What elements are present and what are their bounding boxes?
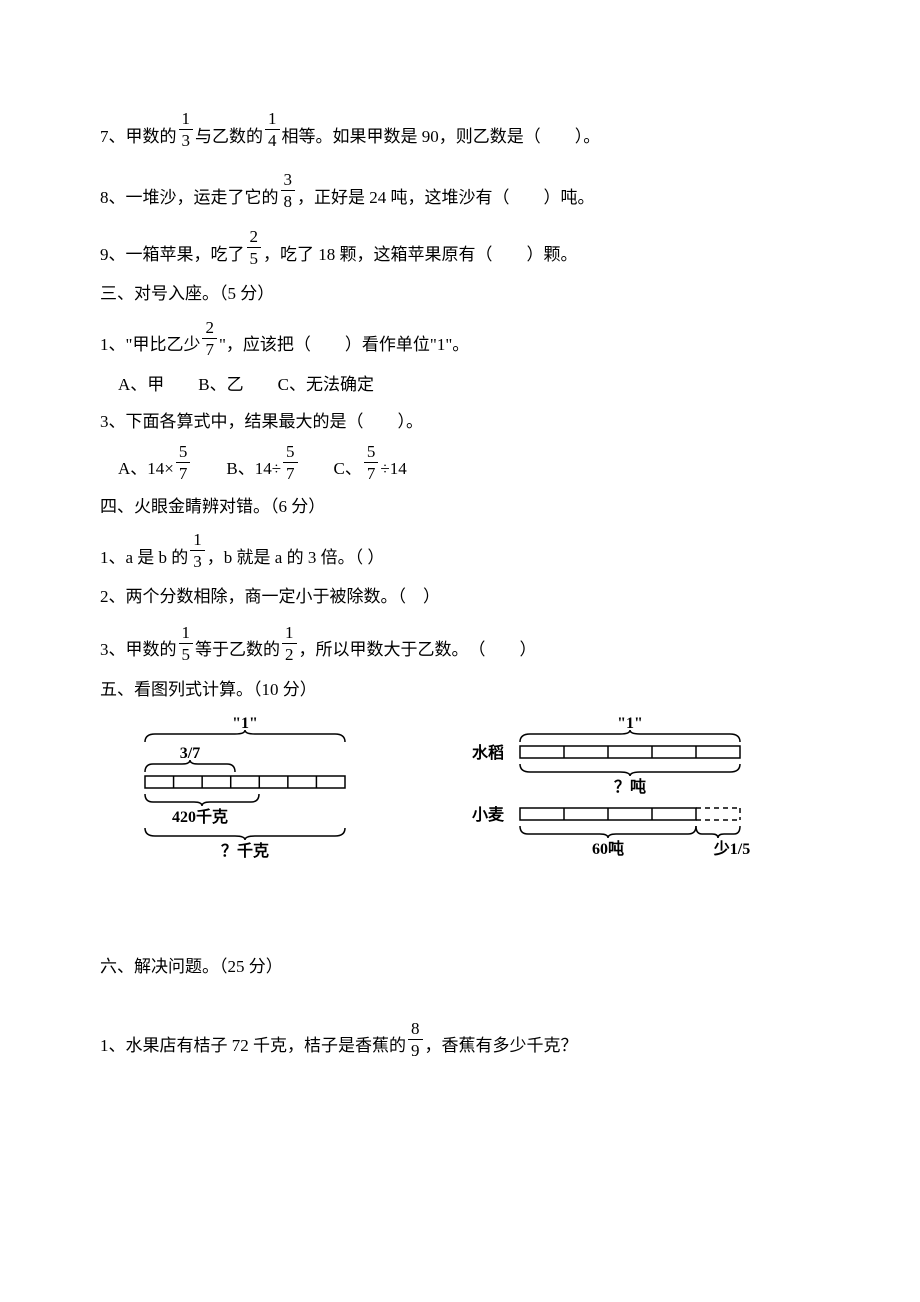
q4-3-post: ，所以甲数大于乙数。 （ ）: [299, 637, 537, 663]
question-9: 9、一箱苹果，吃了 2 5 ，吃了 18 颗，这箱苹果原有（ ）颗。: [100, 228, 820, 267]
q3-1-post: "，应该把（ ）看作单位"1"。: [219, 332, 469, 358]
q9-post: ，吃了 18 颗，这箱苹果原有（ ）颗。: [263, 242, 578, 268]
dia-right-rice: 水稻: [472, 743, 504, 762]
opt-c-pre: C、: [300, 456, 362, 482]
section-4-header: 四、火眼金睛辨对错。（6 分）: [100, 494, 820, 520]
q4-3-pre: 3、甲数的: [100, 637, 177, 663]
dia-left-q: ？千克: [221, 841, 269, 860]
q4-1-post: ，b 就是 a 的 3 倍。（ ）: [207, 545, 385, 571]
question-4-3: 3、甲数的 1 5 等于乙数的 1 2 ，所以甲数大于乙数。 （ ）: [100, 624, 820, 663]
section-5-header: 五、看图列式计算。（10 分）: [100, 677, 820, 703]
q3-1-pre: 1、"甲比乙少: [100, 332, 200, 358]
question-6-1: 1、水果店有桔子 72 千克，桔子是香蕉的 8 9 ，香蕉有多少千克？: [100, 1020, 820, 1059]
diagram-row: "1" 3/7 420千克 ？千克 "1" 水稻 ？吨: [100, 714, 820, 864]
fraction-2-7: 2 7: [202, 319, 217, 358]
section-3-header: 三、对号入座。（5 分）: [100, 281, 820, 307]
fraction-2-5: 2 5: [247, 228, 262, 267]
fraction-1-3-b: 1 3: [190, 531, 205, 570]
opt-b-pre: B、14÷: [192, 456, 281, 482]
fraction-5-7-a: 5 7: [176, 443, 191, 482]
q4-1-pre: 1、a 是 b 的: [100, 545, 188, 571]
q4-3-mid: 等于乙数的: [195, 637, 280, 663]
question-4-2: 2、两个分数相除，商一定小于被除数。（ ）: [100, 584, 820, 610]
dia-left-frac: 3/7: [180, 745, 200, 762]
q7-post: 相等。如果甲数是 90，则乙数是（ ）。: [282, 124, 601, 150]
fraction-1-5: 1 5: [179, 624, 194, 663]
dia-right-less: 少1/5: [713, 839, 750, 858]
dia-right-rice-q: ？吨: [614, 777, 646, 796]
dia-right-wheat: 小麦: [472, 806, 505, 824]
diagram-right: "1" 水稻 ？吨 小麦 60吨 少1/5: [430, 714, 800, 864]
dia-right-unit: "1": [617, 715, 643, 732]
dia-left-420: 420千克: [172, 807, 228, 826]
fraction-8-9: 8 9: [408, 1020, 423, 1059]
q3-1-options: A、甲 B、乙 C、无法确定: [118, 372, 820, 398]
question-8: 8、一堆沙，运走了它的 3 8 ，正好是 24 吨，这堆沙有（ ）吨。: [100, 171, 820, 210]
q6-1-pre: 1、水果店有桔子 72 千克，桔子是香蕉的: [100, 1033, 406, 1059]
q7-mid: 与乙数的: [195, 124, 263, 150]
fraction-1-2: 1 2: [282, 624, 297, 663]
question-3-1: 1、"甲比乙少 2 7 "，应该把（ ）看作单位"1"。: [100, 319, 820, 358]
question-3-3: 3、下面各算式中，结果最大的是（ ）。: [100, 409, 820, 435]
opt-c-post: ÷14: [380, 456, 406, 482]
dia-left-unit: "1": [232, 715, 258, 732]
q7-pre: 7、甲数的: [100, 124, 177, 150]
fraction-5-7-c: 5 7: [364, 443, 379, 482]
q3-3-options: A、14× 5 7 B、14÷ 5 7 C、 5 7 ÷14: [118, 443, 820, 482]
question-7: 7、甲数的 1 3 与乙数的 1 4 相等。如果甲数是 90，则乙数是（ ）。: [100, 110, 820, 149]
fraction-1-4: 1 4: [265, 110, 280, 149]
fraction-3-8: 3 8: [281, 171, 296, 210]
dia-right-60: 60吨: [592, 839, 624, 858]
section-6-header: 六、解决问题。（25 分）: [100, 954, 820, 980]
q6-1-post: ，香蕉有多少千克？: [425, 1033, 578, 1059]
q9-pre: 9、一箱苹果，吃了: [100, 242, 245, 268]
fraction-5-7-b: 5 7: [283, 443, 298, 482]
question-4-1: 1、a 是 b 的 1 3 ，b 就是 a 的 3 倍。（ ）: [100, 531, 820, 570]
opt-a-pre: A、14×: [118, 456, 174, 482]
diagram-left: "1" 3/7 420千克 ？千克: [100, 714, 390, 864]
fraction-1-3: 1 3: [179, 110, 194, 149]
q8-pre: 8、一堆沙，运走了它的: [100, 185, 279, 211]
q8-post: ，正好是 24 吨，这堆沙有（ ）吨。: [297, 185, 595, 211]
